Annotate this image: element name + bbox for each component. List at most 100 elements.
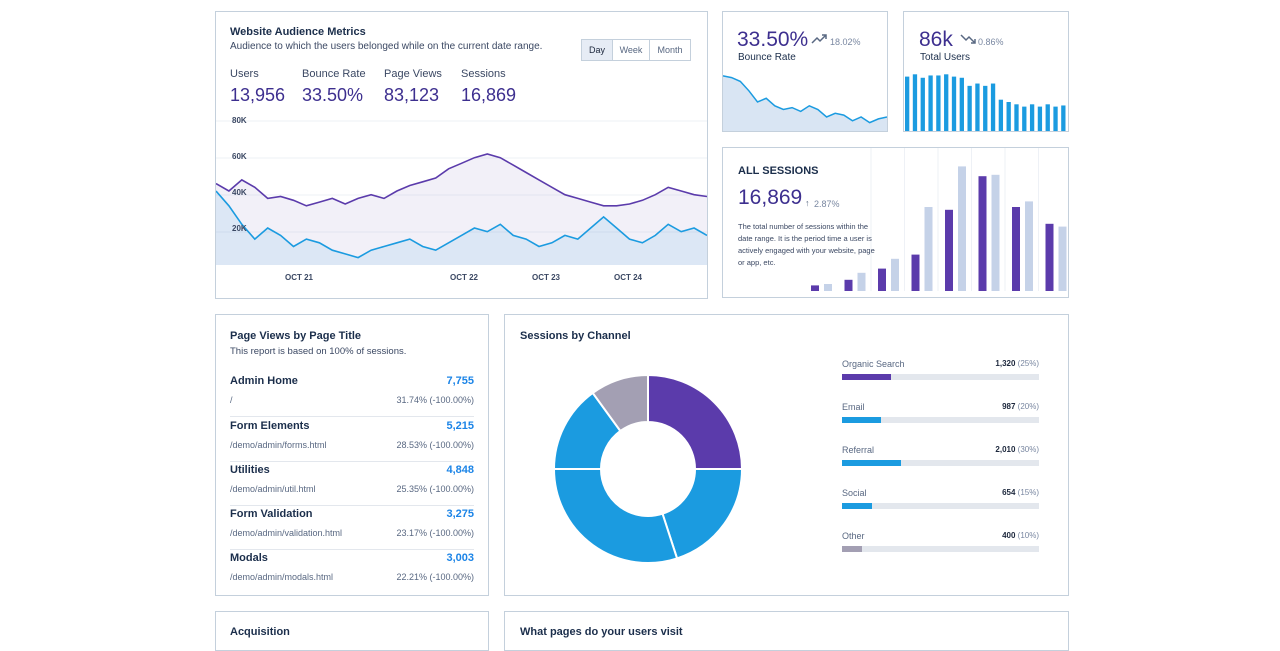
metric-pageviews-value: 83,123 (384, 85, 440, 105)
audience-title: Website Audience Metrics (230, 26, 366, 38)
session-bar-a (844, 279, 853, 291)
page-name[interactable]: Form Elements (230, 420, 310, 432)
page-path: /demo/admin/util.html (230, 484, 316, 494)
donut-slice (553, 468, 679, 564)
y-tick-40k: 40K (232, 188, 247, 197)
page-name[interactable]: Form Validation (230, 508, 313, 520)
bounce-line (723, 75, 887, 124)
channel-label: Other (842, 531, 865, 541)
users-bar (928, 75, 933, 131)
audience-subtitle: Audience to which the users belonged whi… (230, 41, 543, 52)
channel-value: 400 (10%) (1002, 531, 1039, 540)
list-item[interactable]: Modals /demo/admin/modals.html 3,003 22.… (230, 550, 474, 594)
channel-progress-fill (842, 546, 862, 552)
page-name[interactable]: Modals (230, 552, 268, 564)
users-bar (1037, 106, 1043, 131)
users-bar (1022, 106, 1027, 131)
session-bar-a (945, 209, 953, 291)
users-bar (1006, 102, 1011, 131)
list-item[interactable]: Utilities /demo/admin/util.html 4,848 25… (230, 462, 474, 506)
what-pages-card: What pages do your users visit (504, 611, 1069, 651)
list-item[interactable]: Form Elements /demo/admin/forms.html 5,2… (230, 418, 474, 462)
series-area (216, 154, 707, 265)
all-sessions-value: 16,869 (738, 186, 803, 209)
series-area (216, 191, 707, 265)
bounce-rate-card: 33.50% 18.02% Bounce Rate (722, 11, 888, 132)
channel-progress-track (842, 417, 1039, 423)
session-bar-a (878, 268, 886, 291)
sessions-channel-title: Sessions by Channel (520, 330, 631, 342)
channel-label: Email (842, 402, 865, 412)
page-value: 3,003 (446, 552, 474, 564)
metric-pageviews-label: Page Views (384, 68, 442, 80)
session-bar-a (1045, 223, 1054, 291)
range-day-button[interactable]: Day (581, 39, 613, 61)
series-line (216, 190, 707, 259)
sessions-bar-chart (811, 148, 1067, 291)
users-bar (905, 76, 910, 131)
channel-progress-track (842, 374, 1039, 380)
users-bar (936, 75, 941, 131)
arrow-up-icon: ↑ (805, 198, 810, 208)
users-bar-chart (905, 74, 1066, 131)
list-item[interactable]: Admin Home / 7,755 31.74% (-100.00%) (230, 373, 474, 417)
total-users-label: Total Users (920, 52, 971, 63)
session-bar-b (824, 284, 832, 291)
users-bar (951, 76, 957, 131)
channel-value: 1,320 (25%) (995, 359, 1039, 368)
users-bar (1053, 106, 1058, 131)
donut-slice (647, 374, 743, 470)
users-bar (983, 85, 988, 131)
page-path: /demo/admin/validation.html (230, 528, 343, 538)
all-sessions-change: 2.87% (814, 199, 840, 209)
session-bar-b (891, 258, 899, 291)
total-users-card: 86k 0.86% Total Users (903, 11, 1069, 132)
audience-line-chart (216, 120, 707, 265)
acquisition-title: Acquisition (230, 626, 290, 638)
bounce-rate-change: 18.02% (830, 37, 861, 47)
users-bar (967, 85, 972, 131)
metric-bounce-value: 33.50% (302, 85, 364, 105)
page-value: 5,215 (446, 420, 474, 432)
page-percent: 22.21% (-100.00%) (396, 572, 474, 582)
x-tick-oct21: OCT 21 (285, 273, 314, 282)
users-bar (1045, 104, 1050, 131)
users-bar (975, 83, 980, 131)
trend-up-icon (811, 32, 827, 50)
channel-organic-search: Organic Search 1,320 (25%) (842, 359, 1039, 399)
list-item[interactable]: Form Validation /demo/admin/validation.h… (230, 506, 474, 550)
users-bar (998, 99, 1004, 131)
metric-sessions-label: Sessions (461, 68, 506, 80)
users-bar (990, 83, 996, 131)
page-value: 3,275 (446, 508, 474, 520)
metric-bounce-label: Bounce Rate (302, 68, 366, 80)
range-week-button[interactable]: Week (612, 39, 650, 61)
channel-donut-chart (553, 374, 743, 564)
bounce-area-chart (723, 75, 887, 131)
metric-sessions-value: 16,869 (461, 85, 517, 105)
session-bar-b (991, 174, 1000, 291)
x-tick-oct23: OCT 23 (532, 273, 561, 282)
session-bar-a (1012, 207, 1020, 291)
page-percent: 28.53% (-100.00%) (396, 440, 474, 450)
channel-referral: Referral 2,010 (30%) (842, 445, 1039, 485)
session-bar-b (924, 207, 933, 291)
channel-progress-track (842, 503, 1039, 509)
page-name[interactable]: Utilities (230, 464, 270, 476)
y-tick-80k: 80K (232, 116, 247, 125)
page-percent: 31.74% (-100.00%) (396, 395, 474, 405)
channel-value: 2,010 (30%) (995, 445, 1039, 454)
channel-progress-fill (842, 503, 872, 509)
channel-progress-fill (842, 460, 902, 466)
channel-other: Other 400 (10%) (842, 531, 1039, 571)
x-tick-oct22: OCT 22 (450, 273, 479, 282)
page-value: 4,848 (446, 464, 474, 476)
audience-metrics-card: Website Audience Metrics Audience to whi… (215, 11, 708, 299)
page-path: /demo/admin/forms.html (230, 440, 327, 450)
bounce-rate-value: 33.50% (737, 28, 809, 51)
page-path: /demo/admin/modals.html (230, 572, 334, 582)
page-name[interactable]: Admin Home (230, 375, 298, 387)
range-month-button[interactable]: Month (649, 39, 691, 61)
channel-value: 654 (15%) (1002, 488, 1039, 497)
channel-progress-track (842, 460, 1039, 466)
